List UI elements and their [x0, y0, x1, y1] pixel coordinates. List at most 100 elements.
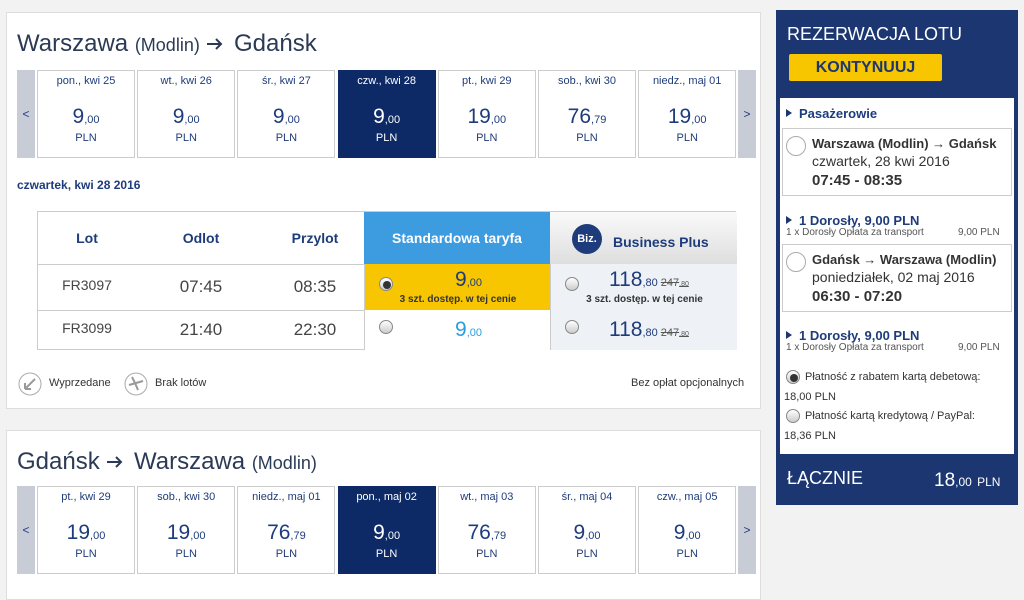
currency: PLN: [175, 548, 197, 560]
sidebar-body: [780, 98, 1014, 454]
price-cents: ,80: [642, 327, 658, 339]
fee-label: 1 x Dorosły Opłata za transport: [786, 342, 924, 353]
fee: 9,00 PLN: [958, 342, 1000, 353]
date-cell[interactable]: pt., kwi 29 19,00 PLN: [37, 486, 135, 574]
biz-badge: Biz.: [572, 224, 602, 254]
journey-title: Warszawa (Modlin): [17, 30, 200, 58]
legend-sold-out: Wyprzedane: [49, 377, 111, 389]
date-cell[interactable]: niedz., maj 01 19,00 PLN: [638, 70, 737, 158]
flight: FR3097: [62, 277, 112, 293]
price-int: 76: [467, 521, 491, 544]
fare-radio[interactable]: [379, 277, 393, 291]
business-fare-cell[interactable]: 118,80 247,80 3 szt. dostęp. w tej cenie: [550, 264, 737, 310]
date-cell[interactable]: wt., kwi 26 9,00 PLN: [137, 70, 236, 158]
price-cents: ,80: [642, 277, 658, 289]
date-cell[interactable]: czw., maj 05 9,00 PLN: [638, 486, 737, 574]
arrival: 22:30: [293, 320, 337, 339]
price: 9,00: [38, 105, 134, 129]
fare-price: 9,00: [455, 318, 482, 342]
price-cents: ,00: [190, 530, 206, 542]
price: 19,00: [138, 521, 234, 545]
price-cents: ,00: [466, 277, 482, 289]
business-fare-cell[interactable]: 118,80 247,80: [550, 310, 737, 350]
next-button[interactable]: >: [738, 486, 756, 574]
route-arrow: [107, 456, 123, 468]
segment-pax[interactable]: 1 Dorosły, 9,00 PLN: [799, 213, 920, 228]
legend-note: Bez opłat opcjonalnych: [631, 377, 745, 389]
passengers[interactable]: Pasażerowie: [799, 106, 878, 121]
origin: Warszawa: [17, 30, 129, 57]
price-int: 118: [609, 318, 643, 341]
col-header: Lot: [76, 230, 98, 246]
old-price-cents: ,80: [679, 331, 689, 338]
day: pt., kwi 29: [61, 491, 111, 503]
price-cents: ,00: [384, 114, 401, 126]
date-cell[interactable]: śr., maj 04 9,00 PLN: [538, 486, 636, 574]
payment-radio[interactable]: [786, 370, 800, 384]
standard-fare-cell[interactable]: 9,00: [364, 310, 550, 350]
currency: PLN: [476, 548, 498, 560]
date-cell[interactable]: niedz., maj 01 76,79 PLN: [237, 486, 336, 574]
date-cell[interactable]: pt., kwi 29 19,00 PLN: [437, 70, 536, 158]
fare-radio[interactable]: [565, 277, 579, 291]
fare-radio[interactable]: [565, 320, 579, 334]
no-flights-icon: [124, 372, 148, 396]
price-cents: ,79: [290, 530, 306, 542]
prev-button[interactable]: <: [17, 486, 35, 574]
expand-marker: [786, 109, 792, 117]
date-cell[interactable]: czw., kwi 28 9,00 PLN: [337, 70, 436, 158]
fee: 9,00 PLN: [958, 227, 1000, 238]
fare-price: 118,80 247,80: [609, 268, 689, 292]
selected-date: czwartek, kwi 28 2016: [17, 178, 141, 192]
plane-icon: [786, 136, 806, 156]
date-cell[interactable]: śr., kwi 27 9,00 PLN: [237, 70, 336, 158]
payment-amount: 18,00 PLN: [784, 391, 836, 403]
old-price: 247,80: [661, 277, 689, 289]
segment-pax[interactable]: 1 Dorosły, 9,00 PLN: [799, 328, 920, 343]
total-currency: PLN: [977, 475, 1001, 489]
day: niedz., maj 01: [652, 75, 722, 87]
destination: Warszawa: [134, 448, 246, 475]
fee-label: 1 x Dorosły Opłata za transport: [786, 227, 924, 238]
date-cell[interactable]: wt., maj 03 76,79 PLN: [437, 486, 536, 574]
payment-radio[interactable]: [786, 409, 800, 423]
day: pt., kwi 29: [462, 75, 512, 87]
route-arrow: [207, 38, 223, 50]
continue-button[interactable]: KONTYNUUJ: [789, 54, 942, 81]
price-cents: ,00: [90, 530, 106, 542]
date-cell[interactable]: sob., kwi 30 76,79 PLN: [538, 70, 636, 158]
segment-box: [782, 244, 1012, 312]
segment-box: [782, 128, 1012, 196]
prev-button[interactable]: <: [17, 70, 35, 158]
price-cents: ,00: [490, 114, 507, 126]
old-price-int: 247: [660, 327, 680, 339]
date-cell[interactable]: sob., kwi 30 19,00 PLN: [137, 486, 236, 574]
availability-note: 3 szt. dostęp. w tej cenie: [399, 294, 517, 305]
col-header: Przylot: [291, 230, 339, 246]
price-cents: ,00: [384, 530, 401, 542]
price: 9,00: [639, 521, 735, 545]
price-int: 19: [667, 105, 692, 128]
segment-route: Warszawa (Modlin) → Gdańsk: [812, 136, 997, 151]
segment-date: czwartek, 28 kwi 2016: [812, 153, 950, 169]
total-value: 18: [934, 470, 956, 491]
day: śr., kwi 27: [261, 75, 311, 87]
currency: PLN: [576, 548, 598, 560]
price-cents: ,79: [490, 530, 507, 542]
price-cents: ,79: [591, 114, 607, 126]
currency: PLN: [576, 132, 598, 144]
price-int: 118: [609, 268, 643, 291]
price: 76,79: [238, 521, 334, 545]
standard-fare-cell[interactable]: 9,00 3 szt. dostęp. w tej cenie: [364, 264, 550, 310]
price-cents: ,00: [585, 530, 601, 542]
price-cents: ,00: [284, 114, 300, 126]
next-button[interactable]: >: [738, 70, 756, 158]
date-cell[interactable]: pon., kwi 25 9,00 PLN: [37, 70, 135, 158]
price-int: 9: [272, 105, 285, 128]
departure: 21:40: [179, 320, 223, 339]
sidebar-title: REZERWACJA LOTU: [787, 24, 963, 44]
price: 9,00: [339, 105, 435, 129]
fare-radio[interactable]: [379, 320, 393, 334]
date-cell[interactable]: pon., maj 02 9,00 PLN: [337, 486, 436, 574]
segment-time: 07:45 - 08:35: [812, 172, 903, 189]
